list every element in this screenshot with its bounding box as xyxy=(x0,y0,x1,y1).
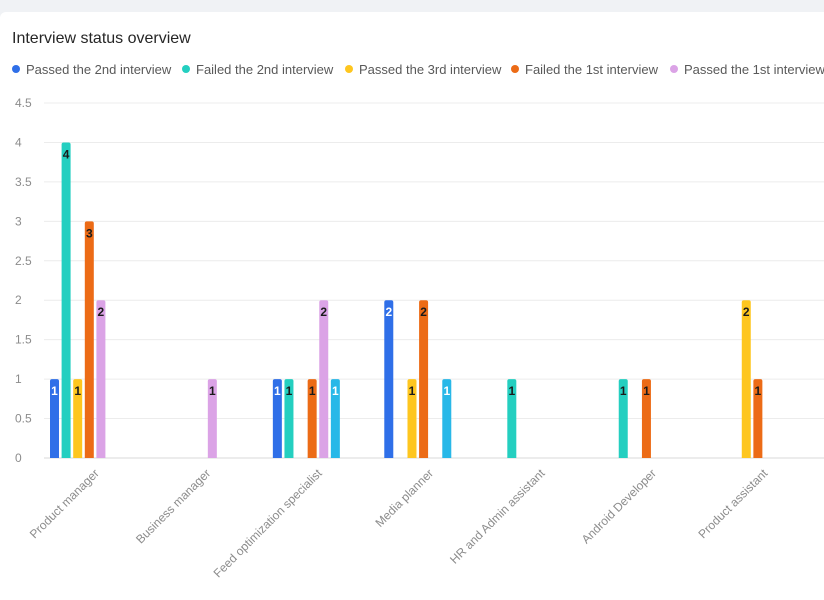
legend-dot-icon xyxy=(670,65,678,73)
bar xyxy=(50,379,59,458)
bar-data-label: 1 xyxy=(309,384,316,398)
bar xyxy=(507,379,517,458)
x-tick-label: Android Developer xyxy=(579,466,659,546)
x-tick-label: Media planner xyxy=(372,466,436,530)
bar xyxy=(319,300,329,458)
legend-label: Passed the 1st interview xyxy=(684,62,824,77)
bar-data-label: 1 xyxy=(74,384,81,398)
bar xyxy=(618,379,628,458)
bar xyxy=(96,300,106,458)
bar-data-label: 1 xyxy=(620,384,627,398)
y-tick-label: 1.5 xyxy=(15,333,32,347)
bar xyxy=(641,379,651,458)
legend-item-failed-2nd[interactable]: Failed the 2nd interview xyxy=(182,62,333,77)
chart-title: Interview status overview xyxy=(12,30,191,47)
y-tick-label: 3 xyxy=(15,214,22,228)
bar xyxy=(73,379,83,458)
y-tick-label: 0 xyxy=(15,451,22,465)
bar xyxy=(330,379,340,458)
bar xyxy=(307,379,317,458)
bar xyxy=(753,379,763,458)
legend-label: Passed the 2nd interview xyxy=(26,62,172,77)
bar xyxy=(419,300,429,458)
bar xyxy=(442,379,452,458)
y-tick-label: 1 xyxy=(15,372,22,386)
bar-data-label: 1 xyxy=(508,384,515,398)
y-tick-label: 2 xyxy=(15,293,22,307)
bar xyxy=(284,379,294,458)
bar-data-label: 1 xyxy=(643,384,650,398)
bar-data-label: 1 xyxy=(274,384,281,398)
bar-data-label: 1 xyxy=(409,384,416,398)
x-tick-label: Product assistant xyxy=(695,466,770,541)
bar-data-label: 4 xyxy=(63,147,70,161)
legend-label: Failed the 2nd interview xyxy=(196,62,334,77)
bar-data-label: 1 xyxy=(51,384,58,398)
bar-data-label: 1 xyxy=(209,384,216,398)
legend-label: Passed the 3rd interview xyxy=(359,62,502,77)
bar-data-label: 2 xyxy=(743,305,750,319)
bar-data-label: 2 xyxy=(385,305,392,319)
bar xyxy=(61,142,71,458)
y-tick-label: 4 xyxy=(15,135,22,149)
bar-data-label: 2 xyxy=(420,305,427,319)
bar xyxy=(384,300,394,458)
y-tick-label: 3.5 xyxy=(15,175,32,189)
legend-dot-icon xyxy=(12,65,20,73)
legend-dot-icon xyxy=(182,65,190,73)
bar xyxy=(84,221,94,458)
bar xyxy=(407,379,417,458)
legend-dot-icon xyxy=(511,65,519,73)
x-tick-label: Feed optimization specialist xyxy=(211,466,326,581)
legend-item-failed-1st[interactable]: Failed the 1st interview xyxy=(511,62,658,77)
chart-card: Interview status overview Passed the 2nd… xyxy=(0,12,824,600)
y-tick-label: 4.5 xyxy=(15,96,32,110)
bar xyxy=(272,379,282,458)
legend-label: Failed the 1st interview xyxy=(525,62,658,77)
bar xyxy=(207,379,217,458)
bar-data-label: 1 xyxy=(332,384,339,398)
legend-dot-icon xyxy=(345,65,353,73)
y-tick-label: 2.5 xyxy=(15,254,32,268)
bar-data-label: 3 xyxy=(86,226,93,240)
bar xyxy=(741,300,751,458)
bar-data-label: 2 xyxy=(320,305,327,319)
legend-item-passed-3rd[interactable]: Passed the 3rd interview xyxy=(345,62,501,77)
x-tick-label: Product manager xyxy=(27,466,102,541)
bar-data-label: 1 xyxy=(286,384,293,398)
x-tick-label: Business manager xyxy=(133,466,213,546)
y-tick-label: 0.5 xyxy=(15,412,32,426)
x-tick-label: HR and Admin assistant xyxy=(447,466,548,567)
bar-data-label: 2 xyxy=(98,305,105,319)
bar-data-label: 1 xyxy=(443,384,450,398)
legend-item-passed-1st[interactable]: Passed the 1st interview xyxy=(670,62,824,77)
bar-data-label: 1 xyxy=(755,384,762,398)
legend-item-passed-2nd[interactable]: Passed the 2nd interview xyxy=(12,62,171,77)
